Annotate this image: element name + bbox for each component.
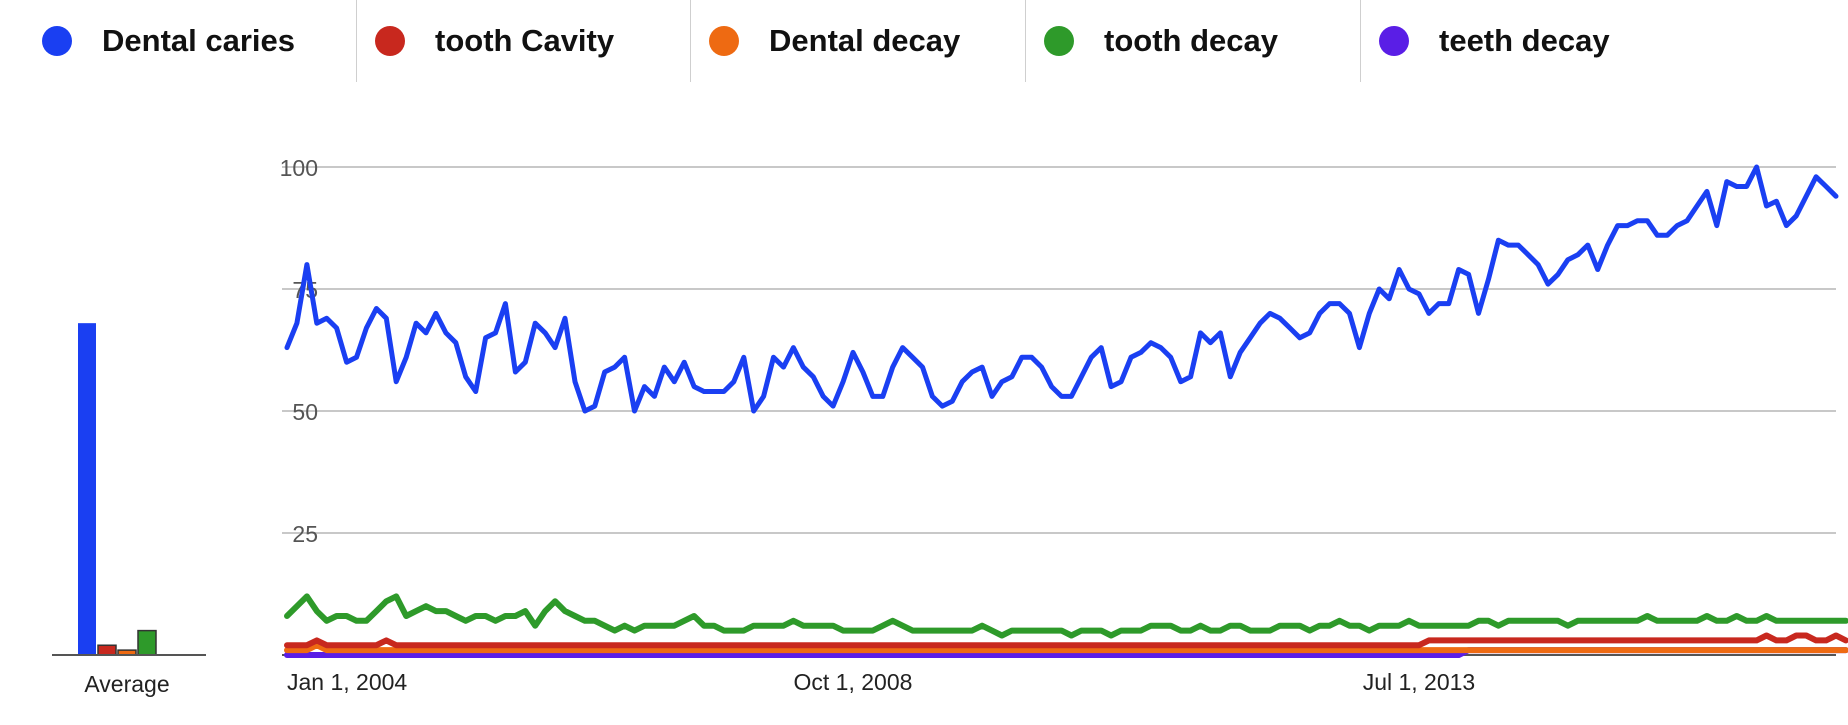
series-line-tooth-cavity (284, 632, 1848, 649)
legend-item-dental-decay[interactable]: Dental decay (709, 0, 960, 82)
series-line-dental-decay (284, 642, 1848, 654)
legend-dot-icon (1379, 26, 1409, 56)
average-label: Average (84, 671, 169, 697)
legend-dot-icon (42, 26, 72, 56)
average-bar-tooth-decay (137, 629, 157, 656)
legend-label: teeth decay (1439, 23, 1610, 58)
average-bar-tooth-cavity (97, 644, 117, 656)
legend-item-tooth-cavity[interactable]: tooth Cavity (375, 0, 614, 82)
legend-label: Dental caries (102, 23, 295, 58)
legend-label: Dental decay (769, 23, 961, 58)
x-tick-label: Jan 1, 2004 (287, 669, 407, 695)
y-tick-label: 50 (292, 399, 318, 425)
legend-separator (1360, 0, 1361, 82)
series-line-tooth-decay (284, 593, 1848, 639)
legend-separator (1025, 0, 1026, 82)
series-line-dental-caries (284, 164, 1839, 414)
legend-item-tooth-decay[interactable]: tooth decay (1044, 0, 1278, 82)
y-tick-label: 25 (292, 521, 318, 547)
legend-separator (356, 0, 357, 82)
legend-label: tooth decay (1104, 23, 1278, 58)
legend-separator (690, 0, 691, 82)
legend-dot-icon (1044, 26, 1074, 56)
legend-item-teeth-decay[interactable]: teeth decay (1379, 0, 1610, 82)
legend-dot-icon (375, 26, 405, 56)
legend: Dental caries tooth Cavity Dental decay … (0, 0, 1848, 82)
legend-dot-icon (709, 26, 739, 56)
x-tick-label: Oct 1, 2008 (794, 669, 913, 695)
y-tick-label: 100 (280, 155, 318, 181)
average-bar-dental-caries (78, 323, 96, 655)
x-tick-label: Jul 1, 2013 (1363, 669, 1476, 695)
legend-item-dental-caries[interactable]: Dental caries (42, 0, 295, 82)
legend-label: tooth Cavity (435, 23, 615, 58)
